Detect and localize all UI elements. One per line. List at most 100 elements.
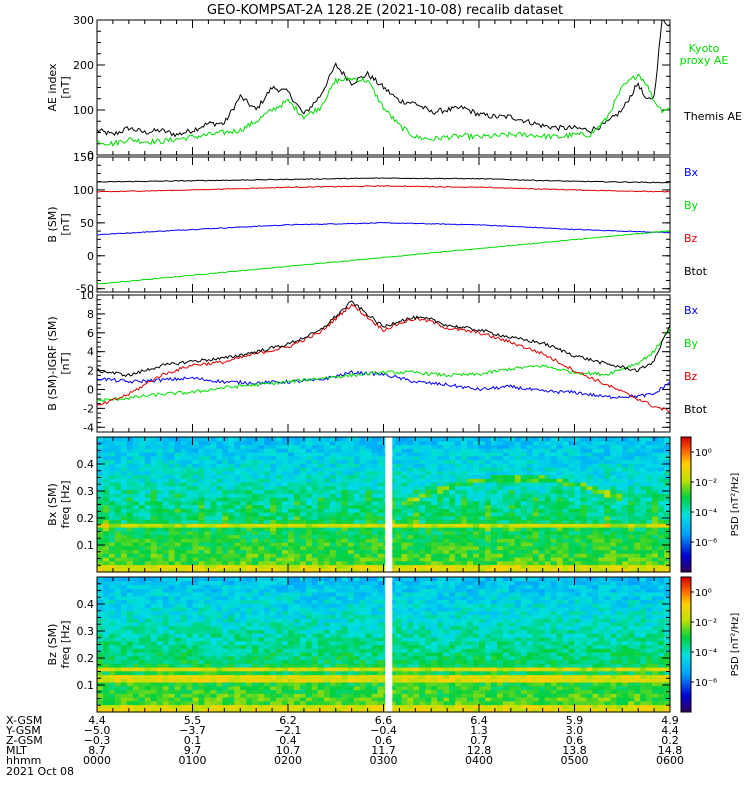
bx-spec-cell — [616, 470, 623, 476]
bx-spec-cell — [288, 489, 295, 494]
bx-spec-cell — [407, 527, 414, 532]
bx-spec-cell — [353, 482, 361, 487]
bx-spec-cell — [664, 545, 671, 551]
bx-spec-cell — [580, 534, 587, 539]
bx-spec-cell — [204, 542, 211, 547]
bx-spec-cell — [252, 497, 259, 502]
bx-spec-cell — [103, 512, 110, 517]
bx-spec-cell — [455, 542, 462, 547]
bx-spec-cell — [389, 504, 396, 509]
bx-spec-cell — [162, 512, 170, 517]
bx-spec-cell — [341, 497, 349, 502]
bx-spec-cell — [455, 470, 462, 476]
bz-spec-cells — [97, 577, 671, 713]
bz-spec-cell — [97, 644, 104, 649]
bx-spec-cell — [616, 448, 623, 453]
bx-spec-cell — [646, 452, 653, 457]
bx-spec-cell — [294, 485, 301, 491]
bx-spec-cell — [138, 474, 146, 479]
bz-spec-cell — [174, 588, 182, 593]
bx-spec-cell — [431, 568, 438, 573]
bz-spec-cell — [150, 577, 158, 582]
bx-spec-cell — [461, 482, 468, 487]
bx-spec-cell — [347, 444, 355, 449]
bx-spec-cell — [341, 500, 349, 506]
bx-spec-cell — [526, 467, 534, 472]
bx-spec-cell — [628, 485, 635, 491]
bx-spec-cell — [305, 508, 313, 513]
bx-spec-cell — [407, 470, 414, 476]
bx-spec-cell — [150, 482, 158, 487]
bz-spec-cell — [156, 663, 164, 668]
bx-spec-cell — [634, 493, 641, 498]
bz-spec-cell — [186, 704, 193, 709]
bx-spec-cell — [562, 470, 570, 476]
bx-spec-cell — [186, 459, 193, 464]
bx-spec-cell — [246, 455, 253, 461]
bx-spec-cell — [359, 455, 367, 461]
bz-spec-cell — [120, 670, 128, 676]
bx-spec-cell — [508, 519, 516, 524]
bx-spec-cell — [294, 560, 301, 566]
bx-spec-cell — [502, 504, 510, 509]
bz-spec-cell — [156, 644, 164, 649]
bx-spec-cell — [216, 515, 223, 521]
bx-spec-cell — [490, 504, 498, 509]
bx-spec-cell — [126, 489, 134, 494]
bx-spec-cell — [264, 557, 271, 562]
bx-spec-cell — [640, 515, 647, 521]
bx-spec-cell — [323, 538, 331, 543]
bfield-ytick-label: 150 — [73, 151, 94, 164]
bx-spec-ylabel: freq [Hz] — [59, 480, 72, 528]
bx-spec-cell — [425, 448, 432, 453]
bx-spec-cell — [222, 530, 229, 536]
bx-spec-cell — [329, 519, 337, 524]
bz-spec-cell — [180, 652, 188, 657]
bx-spec-cell — [592, 504, 599, 509]
bx-spec-cell — [514, 455, 522, 461]
bx-spec-cell — [252, 545, 259, 551]
bx-spec-cell — [329, 485, 337, 491]
bx-spec-cell — [97, 463, 104, 468]
bx-spec-cell — [628, 500, 635, 506]
bx-spec-cell — [455, 440, 462, 446]
bx-spec-cell — [640, 437, 647, 442]
bz-spec-cell — [198, 629, 205, 634]
bx-spec-cell — [174, 523, 182, 528]
bx-spec-cell — [395, 564, 402, 569]
bx-spec-cell — [365, 568, 373, 573]
bz-spec-cell — [132, 678, 140, 683]
bx-spec-cell — [282, 519, 289, 524]
bx-spec-cell — [210, 515, 217, 521]
bx-spec-cell — [144, 467, 152, 472]
bz-spec-cell — [114, 599, 122, 604]
bz-spec-cell — [97, 610, 104, 616]
bx-spec-cell — [365, 437, 373, 442]
bz-spec-cell — [162, 640, 170, 646]
bx-spec-cell — [473, 508, 480, 513]
bx-spec-cell — [479, 530, 486, 536]
bz-spec-cell — [240, 622, 247, 627]
bx-spec-cell — [449, 444, 456, 449]
bx-spec-cell — [180, 564, 188, 569]
bx-spec-cell — [335, 538, 343, 543]
bx-spec-cell — [222, 474, 229, 479]
bx-spec-cell — [604, 463, 611, 468]
bx-spec-cell — [305, 497, 313, 502]
bx-spec-cell — [317, 474, 325, 479]
bx-spec-cell — [610, 478, 617, 483]
bx-spec-cell — [652, 534, 659, 539]
bx-spec-cell — [276, 534, 283, 539]
bx-spec-cell — [580, 497, 587, 502]
bz-spec-cell — [180, 584, 188, 589]
bx-spec-cell — [270, 515, 277, 521]
bx-spec-cell — [502, 560, 510, 566]
bx-spec-cell — [413, 478, 420, 483]
bx-spec-cell — [479, 474, 486, 479]
bx-spec-cell — [389, 463, 396, 468]
bx-spec-cell — [592, 452, 599, 457]
bx-spec-cell — [604, 557, 611, 562]
bx-spec-cell — [228, 538, 235, 543]
bx-spec-cell — [288, 467, 295, 472]
bfield-legend-btot: Btot — [684, 265, 708, 278]
